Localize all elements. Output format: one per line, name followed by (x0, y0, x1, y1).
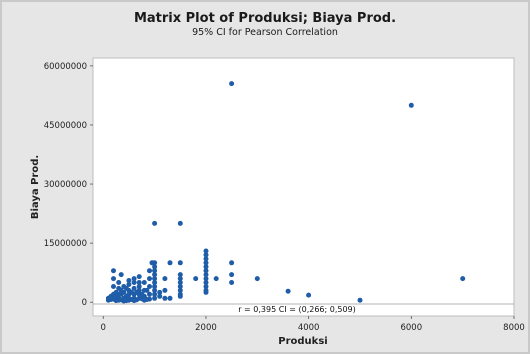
scatter-point (152, 291, 158, 297)
scatter-point (136, 284, 142, 289)
scatter-point (141, 280, 147, 285)
scatter-point (144, 297, 150, 302)
scatter-point (177, 280, 183, 285)
scatter-point (152, 264, 158, 270)
x-tick-label: 6000 (400, 323, 422, 333)
x-tick-label: 0 (101, 323, 106, 333)
y-tick-label: 0 (82, 298, 87, 308)
scatter-point (203, 264, 209, 270)
scatter-point (147, 276, 152, 282)
scatter-point (152, 276, 158, 282)
scatter-point (203, 284, 209, 289)
plot-area (92, 57, 515, 317)
scatter-point (116, 285, 122, 291)
scatter-point (152, 295, 158, 301)
scatter-point (131, 285, 137, 291)
scatter-point (177, 284, 183, 289)
y-tick-label: 30000000 (44, 180, 87, 190)
scatter-point (203, 276, 209, 282)
scatter-point (162, 287, 168, 293)
scatter-point (131, 280, 137, 285)
y-tick-label: 15000000 (44, 239, 87, 249)
scatter-point (177, 293, 183, 299)
y-tick-label: 60000000 (44, 62, 87, 72)
scatter-point (162, 276, 168, 282)
scatter-point (118, 272, 124, 278)
scatter-point (152, 268, 158, 274)
scatter-point (177, 260, 183, 266)
scatter-point (118, 297, 124, 303)
scatter-point (254, 276, 260, 282)
scatter-point (152, 287, 158, 293)
scatter-point (229, 272, 235, 278)
scatter-point (123, 285, 129, 291)
scatter-point (152, 280, 158, 285)
scatter-point (134, 289, 140, 295)
scatter-point (177, 272, 183, 278)
scatter-point (157, 289, 163, 295)
y-axis-label: Biaya Prod. (30, 155, 41, 219)
scatter-point (162, 295, 168, 301)
scatter-point (123, 298, 129, 304)
x-tick-label: 2000 (195, 323, 217, 333)
scatter-point (157, 293, 163, 299)
scatter-point (177, 287, 183, 293)
scatter-point (152, 284, 158, 289)
scatter-point (203, 272, 209, 278)
scatter-point (113, 298, 119, 304)
scatter-point (129, 297, 134, 302)
scatter-point (147, 291, 152, 297)
x-axis-label: Produksi (278, 336, 327, 347)
scatter-point (285, 288, 291, 294)
scatter-point (203, 280, 209, 285)
scatter-point (229, 260, 235, 266)
scatter-point (147, 284, 152, 289)
scatter-point (141, 287, 147, 293)
scatter-point (306, 292, 312, 298)
scatter-point (126, 278, 132, 283)
scatter-point (193, 276, 199, 282)
scatter-point (126, 282, 132, 287)
scatter-point (111, 284, 116, 289)
scatter-point (213, 276, 219, 282)
x-axis: 0 2000 4000 6000 8000 (101, 316, 525, 333)
scatter-point (147, 268, 152, 274)
scatter-point (357, 297, 363, 303)
scatter-point (203, 256, 209, 262)
scatter-point (203, 289, 209, 295)
x-tick-label: 4000 (298, 323, 320, 333)
scatter-point (105, 297, 111, 303)
scatter-point (229, 81, 235, 87)
y-axis: 0 15000000 30000000 45000000 60000000 (44, 62, 93, 308)
scatter-point (152, 220, 158, 226)
scatter-point (111, 276, 116, 282)
y-tick-label: 45000000 (44, 121, 87, 131)
scatter-point (149, 260, 155, 266)
scatter-point (203, 260, 209, 266)
chart-title: Matrix Plot of Produksi; Biaya Prod. (134, 11, 396, 26)
scatter-point (177, 220, 183, 226)
scatter-point (460, 276, 466, 282)
scatter-point (111, 268, 116, 274)
scatter-point (167, 260, 173, 266)
scatter-point (203, 248, 209, 254)
scatter-point (139, 296, 145, 302)
scatter-point (203, 268, 209, 274)
scatter-point (203, 252, 209, 258)
scatter-point (229, 280, 235, 285)
scatter-point (177, 276, 183, 282)
scatter-point (152, 272, 158, 278)
scatter-point (136, 280, 142, 285)
x-tick-label: 8000 (503, 323, 525, 333)
correlation-annotation: r = 0,395 CI = (0,266; 0,509) (238, 305, 356, 314)
scatter-point (167, 295, 173, 301)
scatter-point (136, 274, 142, 280)
chart-subtitle: 95% CI for Pearson Correlation (192, 27, 338, 38)
data-points (105, 81, 466, 304)
scatter-point (116, 280, 122, 285)
scatter-point (131, 276, 137, 282)
scatter-point (408, 102, 414, 108)
